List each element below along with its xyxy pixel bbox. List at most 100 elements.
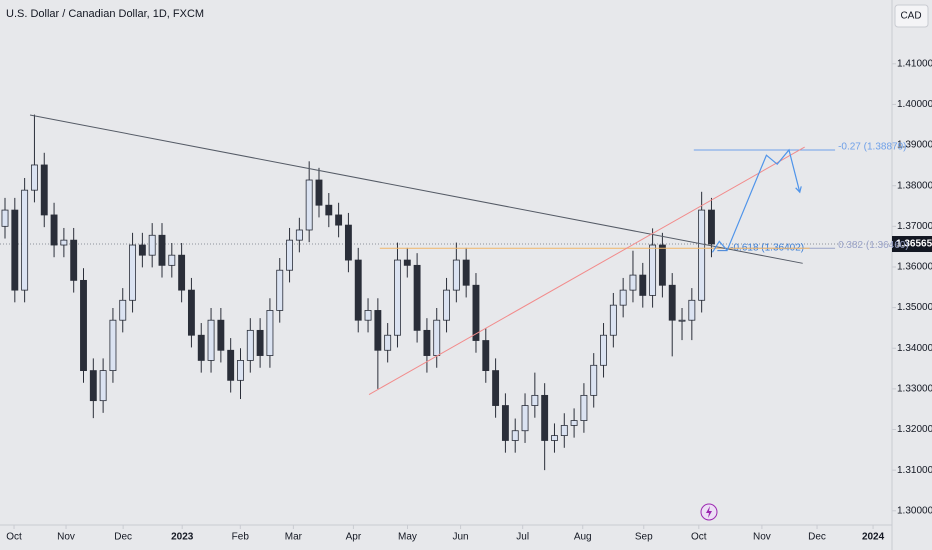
x-tick-label: Apr xyxy=(346,532,362,543)
candle-body xyxy=(354,259,362,321)
projection-arrowhead xyxy=(795,186,802,194)
candle-body xyxy=(21,189,29,291)
candle-body xyxy=(286,239,293,271)
candle-body xyxy=(511,430,519,441)
candle-body xyxy=(207,319,215,361)
candle-body xyxy=(187,289,195,336)
candle-body xyxy=(501,405,509,441)
trendline xyxy=(29,114,803,264)
y-tick-label: 1.33000 xyxy=(897,384,932,395)
candle-body xyxy=(394,259,401,336)
candle-body xyxy=(335,214,343,226)
y-tick-label: 1.37000 xyxy=(897,221,932,232)
last-price-label: 1.36565 xyxy=(896,239,932,250)
y-tick-label: 1.41000 xyxy=(897,58,932,69)
candle-body xyxy=(668,284,676,321)
candle-body xyxy=(452,259,460,291)
fib-level-label: -0.27 (1.38879) xyxy=(838,142,906,153)
candle-body xyxy=(570,420,578,426)
candle-body xyxy=(698,209,706,301)
x-tick-label: Nov xyxy=(753,532,771,543)
x-tick-label: May xyxy=(398,532,417,543)
candle-body xyxy=(492,370,500,406)
trendline xyxy=(368,146,805,395)
y-tick-label: 1.39000 xyxy=(897,140,932,151)
x-tick-label: Feb xyxy=(232,532,250,543)
icon-bolt[interactable] xyxy=(706,506,712,518)
x-tick-label: Aug xyxy=(574,532,592,543)
candle-body xyxy=(541,394,549,441)
candle-body xyxy=(266,310,274,356)
x-tick-label: Sep xyxy=(635,532,653,543)
x-tick-label: 2024 xyxy=(862,532,885,543)
x-tick-label: Jun xyxy=(453,532,469,543)
candle-body xyxy=(443,289,450,321)
candle-body xyxy=(678,319,686,322)
candle-body xyxy=(148,234,156,256)
candle-body xyxy=(364,310,372,321)
candle-body xyxy=(649,244,657,296)
fib-level-label: 0.382 (1.36460) xyxy=(838,240,909,251)
candle-body xyxy=(531,394,539,406)
candle-body xyxy=(158,234,166,266)
y-tick-label: 1.32000 xyxy=(897,424,932,435)
candle-body xyxy=(403,259,411,266)
x-tick-label: Mar xyxy=(285,532,303,543)
candle-body xyxy=(580,394,588,421)
candle-body xyxy=(256,329,264,356)
candle-body xyxy=(600,334,607,366)
y-tick-label: 1.34000 xyxy=(897,343,932,354)
candle-body xyxy=(482,340,490,371)
y-tick-label: 1.38000 xyxy=(897,180,932,191)
candle-body xyxy=(521,405,529,432)
y-tick-label: 1.36000 xyxy=(897,262,932,273)
candle-body xyxy=(237,360,244,381)
candle-body xyxy=(119,299,127,321)
x-tick-label: Dec xyxy=(808,532,826,543)
candle-body xyxy=(197,334,205,361)
candle-body xyxy=(551,435,558,441)
candle-body xyxy=(70,239,78,281)
x-tick-label: 2023 xyxy=(171,532,194,543)
candle-body xyxy=(344,224,352,261)
candle-body xyxy=(609,304,617,336)
candle-body xyxy=(30,164,38,191)
candle-body xyxy=(217,319,225,351)
y-tick-label: 1.30000 xyxy=(897,505,932,516)
candle-body xyxy=(413,264,421,331)
candle-body xyxy=(472,284,480,341)
y-tick-label: 1.40000 xyxy=(897,99,932,110)
candle-body xyxy=(629,274,637,291)
candle-body xyxy=(89,370,97,402)
candle-body xyxy=(315,179,323,206)
candle-body xyxy=(80,279,87,371)
candle-body xyxy=(168,254,176,266)
candle-body xyxy=(639,274,647,296)
candle-body xyxy=(11,209,19,291)
currency-box[interactable] xyxy=(894,4,929,28)
candle-body xyxy=(109,319,117,371)
candle-body xyxy=(560,425,568,437)
candle-body xyxy=(227,349,235,381)
candle-body xyxy=(374,310,382,351)
candle-body xyxy=(688,299,696,321)
candle-body xyxy=(305,179,313,231)
candle-body xyxy=(462,259,470,286)
candle-body xyxy=(60,239,68,246)
y-tick-label: 1.31000 xyxy=(897,465,932,476)
candle-body xyxy=(276,269,284,311)
candle-body xyxy=(325,204,333,216)
candle-body xyxy=(433,319,441,356)
x-tick-label: Nov xyxy=(57,532,75,543)
candle-body xyxy=(1,209,9,227)
fib-level-label: -0.618 (1.36402) xyxy=(730,242,804,253)
last-price-box xyxy=(892,236,932,253)
y-tick-label: 1.35000 xyxy=(897,302,932,313)
x-tick-label: Dec xyxy=(114,532,132,543)
candle-body xyxy=(708,209,715,245)
lightning-icon[interactable] xyxy=(700,503,718,521)
currency-label[interactable]: CAD xyxy=(900,11,921,22)
candle-body xyxy=(129,244,137,301)
candle-body xyxy=(138,244,146,256)
candle-body xyxy=(423,329,431,356)
